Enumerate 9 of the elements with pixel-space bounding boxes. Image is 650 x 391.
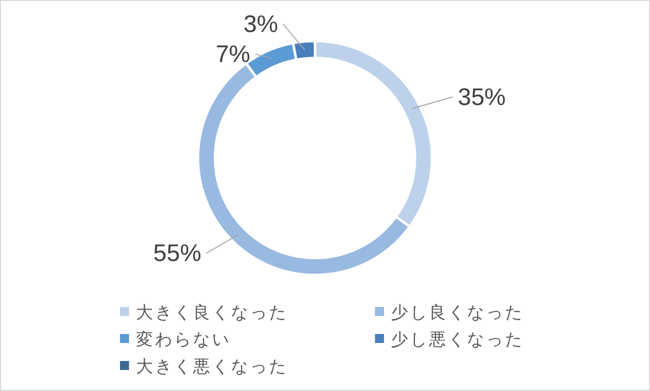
data-label: 35% [458, 84, 506, 111]
legend-label: 少し悪くなった [391, 330, 524, 349]
legend-label: 大きく良くなった [136, 303, 288, 322]
legend-label: 大きく悪くなった [136, 357, 288, 376]
data-label: 55% [153, 240, 202, 268]
legend-label: 変わらない [136, 330, 231, 349]
data-label: 7% [216, 41, 250, 68]
legend-label: 少し良くなった [391, 303, 524, 322]
data-label: 3% [243, 11, 278, 38]
